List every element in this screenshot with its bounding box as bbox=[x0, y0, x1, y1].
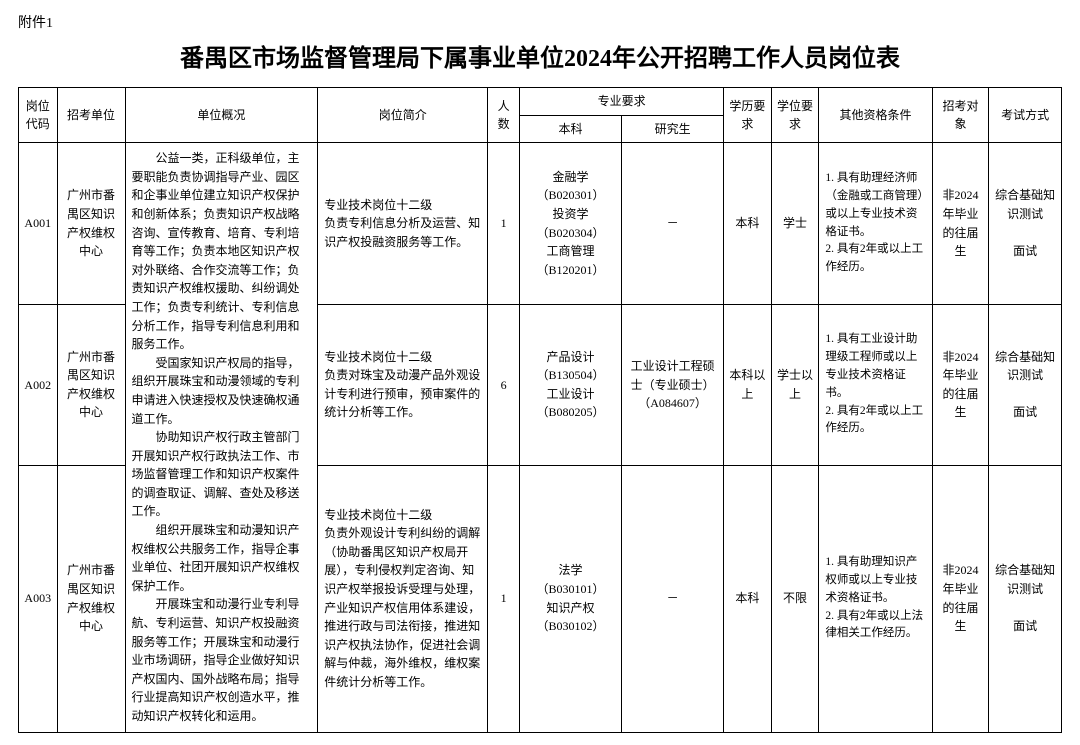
cell-job: 专业技术岗位十二级负责对珠宝及动漫产品外观设计专利进行预审，预审案件的统计分析等… bbox=[318, 304, 488, 465]
cell-unit: 广州市番禺区知识产权维权中心 bbox=[57, 465, 125, 732]
cell-edu: 本科以上 bbox=[724, 304, 772, 465]
cell-edu: 本科 bbox=[724, 143, 772, 305]
cell-num: 1 bbox=[488, 465, 520, 732]
th-unit: 招考单位 bbox=[57, 88, 125, 143]
attachment-label: 附件1 bbox=[18, 12, 1062, 32]
page-title: 番禺区市场监督管理局下属事业单位2024年公开招聘工作人员岗位表 bbox=[18, 38, 1062, 73]
cell-cond: 1. 具有工业设计助理级工程师或以上专业技术资格证书。2. 具有2年或以上工作经… bbox=[819, 304, 932, 465]
cell-edu: 本科 bbox=[724, 465, 772, 732]
cell-target: 非2024年毕业的往届生 bbox=[932, 304, 989, 465]
cell-code: A003 bbox=[19, 465, 58, 732]
positions-table: 岗位代码 招考单位 单位概况 岗位简介 人数 专业要求 学历要求 学位要求 其他… bbox=[18, 87, 1062, 733]
cell-undergrad: 金融学（B020301）投资学（B020304）工商管理（B120201） bbox=[520, 143, 622, 305]
cell-target: 非2024年毕业的往届生 bbox=[932, 465, 989, 732]
th-overview: 单位概况 bbox=[125, 88, 318, 143]
cell-job: 专业技术岗位十二级负责外观设计专利纠纷的调解（协助番禺区知识产权局开展），专利侵… bbox=[318, 465, 488, 732]
cell-postgrad: － bbox=[622, 465, 724, 732]
th-exam: 考试方式 bbox=[989, 88, 1062, 143]
th-degree: 学位要求 bbox=[771, 88, 819, 143]
th-cond: 其他资格条件 bbox=[819, 88, 932, 143]
cell-cond: 1. 具有助理经济师（金融或工商管理）或以上专业技术资格证书。2. 具有2年或以… bbox=[819, 143, 932, 305]
th-undergrad: 本科 bbox=[520, 115, 622, 143]
cell-num: 6 bbox=[488, 304, 520, 465]
cell-exam: 综合基础知识测试面试 bbox=[989, 143, 1062, 305]
cell-code: A001 bbox=[19, 143, 58, 305]
th-major-group: 专业要求 bbox=[520, 88, 724, 116]
cell-overview: 公益一类，正科级单位，主要职能负责协调指导产业、园区和企事业单位建立知识产权保护… bbox=[125, 143, 318, 732]
cell-degree: 学士以上 bbox=[771, 304, 819, 465]
cell-num: 1 bbox=[488, 143, 520, 305]
table-row: A001 广州市番禺区知识产权维权中心 公益一类，正科级单位，主要职能负责协调指… bbox=[19, 143, 1062, 305]
cell-target: 非2024年毕业的往届生 bbox=[932, 143, 989, 305]
cell-code: A002 bbox=[19, 304, 58, 465]
th-job: 岗位简介 bbox=[318, 88, 488, 143]
cell-unit: 广州市番禺区知识产权维权中心 bbox=[57, 143, 125, 305]
cell-exam: 综合基础知识测试面试 bbox=[989, 465, 1062, 732]
cell-postgrad: 工业设计工程硕士（专业硕士）（A084607） bbox=[622, 304, 724, 465]
th-target: 招考对象 bbox=[932, 88, 989, 143]
cell-postgrad: － bbox=[622, 143, 724, 305]
th-postgrad: 研究生 bbox=[622, 115, 724, 143]
th-edu: 学历要求 bbox=[724, 88, 772, 143]
cell-job: 专业技术岗位十二级负责专利信息分析及运营、知识产权投融资服务等工作。 bbox=[318, 143, 488, 305]
cell-degree: 不限 bbox=[771, 465, 819, 732]
cell-degree: 学士 bbox=[771, 143, 819, 305]
th-num: 人数 bbox=[488, 88, 520, 143]
cell-exam: 综合基础知识测试面试 bbox=[989, 304, 1062, 465]
cell-undergrad: 法学（B030101）知识产权（B030102） bbox=[520, 465, 622, 732]
th-code: 岗位代码 bbox=[19, 88, 58, 143]
header-row-1: 岗位代码 招考单位 单位概况 岗位简介 人数 专业要求 学历要求 学位要求 其他… bbox=[19, 88, 1062, 116]
cell-unit: 广州市番禺区知识产权维权中心 bbox=[57, 304, 125, 465]
cell-cond: 1. 具有助理知识产权师或以上专业技术资格证书。2. 具有2年或以上法律相关工作… bbox=[819, 465, 932, 732]
cell-undergrad: 产品设计（B130504）工业设计（B080205） bbox=[520, 304, 622, 465]
